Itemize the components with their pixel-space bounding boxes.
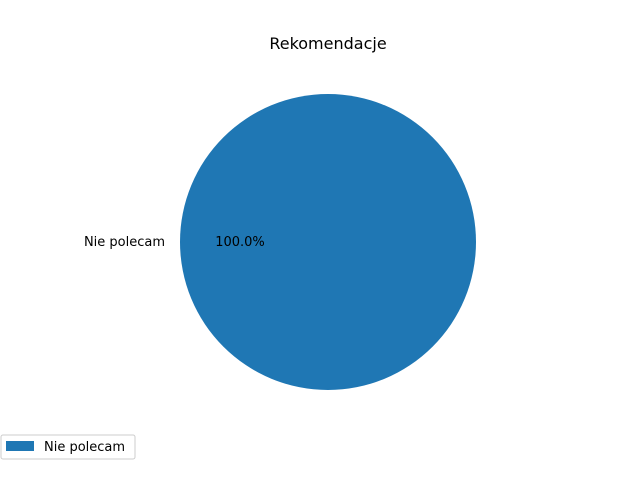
legend: Nie polecam	[0, 434, 136, 460]
legend-swatch	[6, 441, 34, 451]
slice-percent-label: 100.0%	[215, 235, 265, 250]
legend-entry-label: Nie polecam	[44, 440, 125, 455]
slice-label: Nie polecam	[84, 235, 165, 250]
pie-slice-0	[180, 94, 476, 390]
legend-frame	[0, 434, 136, 460]
chart-title: Rekomendacje	[269, 34, 386, 53]
pie-slices	[180, 94, 476, 390]
